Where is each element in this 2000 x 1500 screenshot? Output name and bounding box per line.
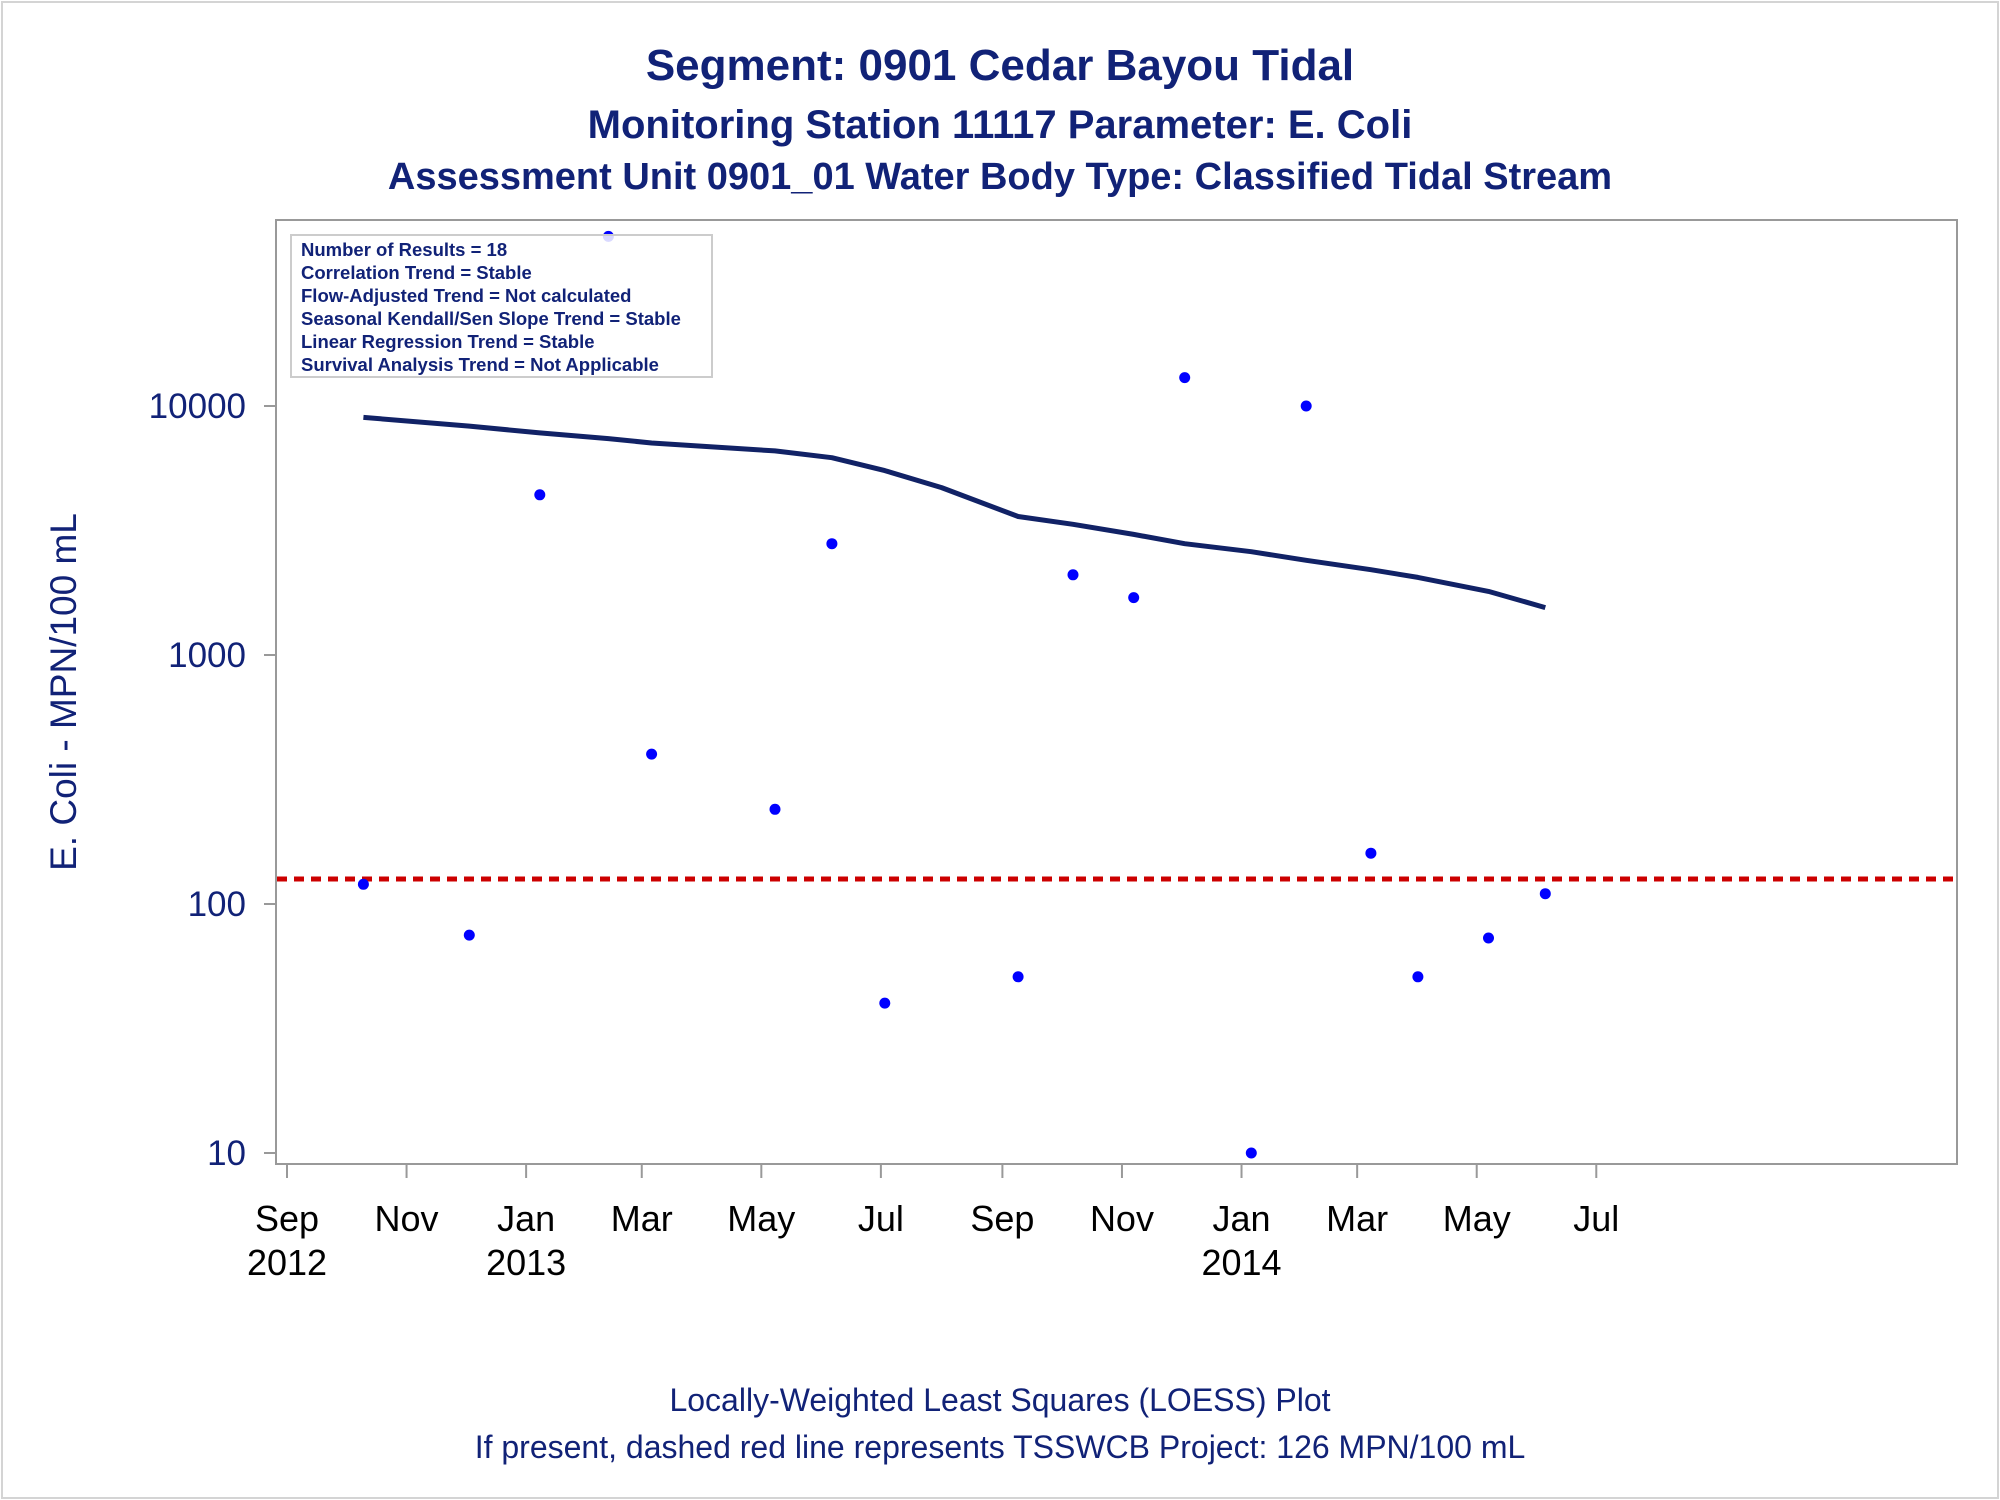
data-point-7	[826, 538, 838, 550]
y-tick-label-1000: 1000	[168, 636, 246, 675]
data-point-12	[1179, 372, 1191, 384]
inset-line-survival: Survival Analysis Trend = Not Applicable	[301, 354, 659, 375]
data-point-16	[1412, 971, 1424, 983]
inset-line-seasonal-kendall: Seasonal Kendall/Sen Slope Trend = Stabl…	[301, 308, 681, 329]
loess-series-line	[363, 414, 1546, 611]
x-tick-label-9: Jan	[1212, 1198, 1270, 1239]
y-tick-label-100: 100	[188, 885, 246, 924]
data-point-14	[1300, 400, 1312, 412]
x-tick-label-1: Sep	[255, 1198, 319, 1239]
inset-line-flow-adjusted: Flow-Adjusted Trend = Not calculated	[301, 285, 631, 306]
x-tick-label-8: Nov	[1090, 1198, 1154, 1239]
inset-line-linear-regression: Linear Regression Trend = Stable	[301, 331, 595, 352]
x-tick-label-11: May	[1443, 1198, 1511, 1239]
data-point-5	[646, 748, 658, 760]
x-tick-label-7: Sep	[970, 1198, 1034, 1239]
data-point-18	[1539, 888, 1551, 900]
inset-line-correlation: Correlation Trend = Stable	[301, 262, 532, 283]
loess-line-layer	[363, 414, 1546, 611]
stats-inset-box	[290, 234, 713, 378]
data-point-6	[769, 803, 781, 815]
x-tick-label-2: Nov	[375, 1198, 439, 1239]
x-tick-label-3: Jan	[497, 1198, 555, 1239]
data-point-2	[463, 929, 475, 941]
footnote-2: If present, dashed red line represents T…	[475, 1429, 1526, 1465]
data-point-3	[534, 489, 546, 501]
chart-subtitle-1: Monitoring Station 11117 Parameter: E. C…	[588, 103, 1413, 147]
footnote-1: Locally-Weighted Least Squares (LOESS) P…	[669, 1382, 1330, 1418]
stats-inset: Number of Results = 18 Correlation Trend…	[290, 234, 713, 378]
data-points-layer	[357, 230, 1551, 1159]
chart-title: Segment: 0901 Cedar Bayou Tidal	[646, 41, 1354, 90]
y-axis: 10 100 1000 10000	[149, 387, 276, 1173]
data-point-1	[357, 878, 369, 890]
x-tick-label-5: May	[727, 1198, 795, 1239]
x-tick-label-10: Mar	[1326, 1198, 1388, 1239]
data-point-10	[1067, 569, 1079, 581]
inset-line-results: Number of Results = 18	[301, 239, 507, 260]
x-tick-year-2014: 2014	[1201, 1242, 1281, 1283]
data-point-8	[879, 997, 891, 1009]
chart-subtitle-2: Assessment Unit 0901_01 Water Body Type:…	[388, 156, 1612, 198]
x-tick-year-2013: 2013	[486, 1242, 566, 1283]
data-point-15	[1365, 847, 1377, 859]
data-point-11	[1128, 592, 1140, 604]
plot-area	[275, 219, 1958, 1165]
x-tick-label-4: Mar	[611, 1198, 673, 1239]
y-tick-label-10: 10	[207, 1134, 246, 1173]
data-point-9	[1012, 971, 1024, 983]
data-point-17	[1483, 932, 1494, 944]
x-tick-label-12: Jul	[1573, 1198, 1619, 1239]
y-tick-label-10000: 10000	[149, 387, 246, 426]
x-tick-label-6: Jul	[858, 1198, 904, 1239]
y-axis-label: E. Coli - MPN/100 mL	[43, 513, 84, 871]
x-tick-year-2012: 2012	[247, 1242, 327, 1283]
data-point-13	[1245, 1147, 1257, 1159]
